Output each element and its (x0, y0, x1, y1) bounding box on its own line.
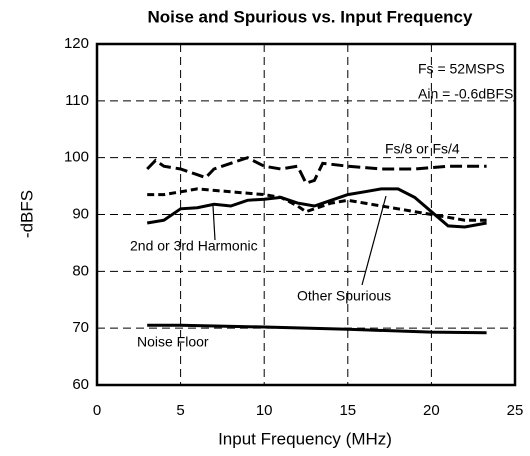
series-line (146, 187, 487, 229)
series-line (147, 323, 487, 335)
x-tick-label: 15 (339, 402, 356, 419)
x-tick-label: 0 (93, 402, 101, 419)
series-line (146, 156, 487, 186)
y-tick-label: 120 (64, 35, 89, 52)
x-tick-label: 25 (507, 402, 524, 419)
annotation: Fs = 52MSPS (418, 61, 505, 77)
y-tick-label: 60 (72, 376, 89, 393)
plot-frame (95, 42, 517, 387)
y-tick-label: 70 (72, 319, 89, 336)
series-label: Fs/8 or Fs/4 (385, 141, 460, 157)
series-label: 2nd or 3rd Harmonic (130, 238, 258, 254)
annotation-arrow (212, 205, 216, 241)
y-axis-label: -dBFS (17, 190, 36, 238)
series-label: Other Spurious (297, 288, 391, 304)
annotation: Ain = -0.6dBFS (418, 86, 513, 102)
x-axis-label: Input Frequency (MHz) (218, 429, 392, 448)
y-tick-label: 100 (64, 149, 89, 166)
x-tick-label: 20 (423, 402, 440, 419)
x-tick-label: 5 (176, 402, 184, 419)
y-tick-label: 90 (72, 205, 89, 222)
chart-title: Noise and Spurious vs. Input Frequency (148, 7, 473, 26)
series-line (147, 187, 487, 222)
series-label: Noise Floor (137, 334, 209, 350)
annotation-arrow (361, 195, 387, 286)
y-tick-label: 80 (72, 262, 89, 279)
y-tick-label: 110 (65, 92, 89, 109)
x-tick-label: 10 (256, 402, 273, 419)
